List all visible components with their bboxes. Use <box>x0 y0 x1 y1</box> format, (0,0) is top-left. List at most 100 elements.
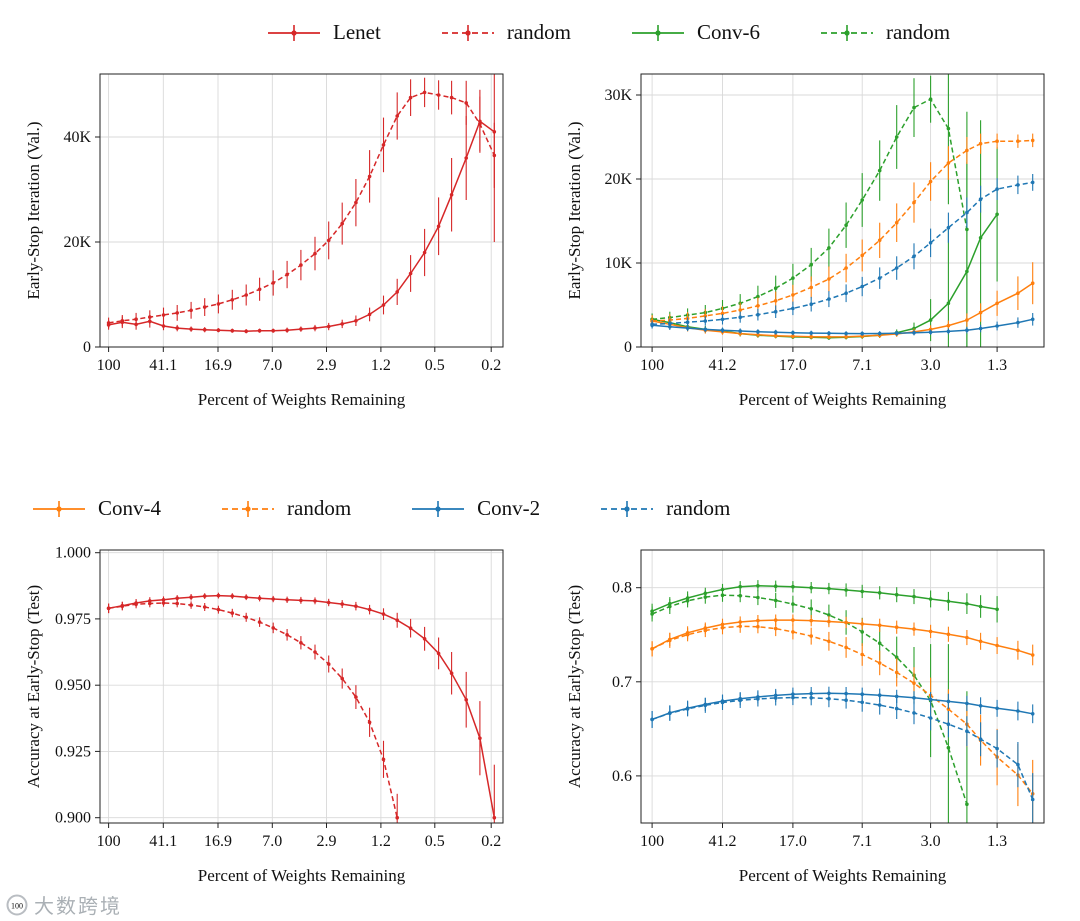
data-point <box>738 584 742 589</box>
data-point <box>809 585 813 590</box>
series-line <box>651 625 1034 795</box>
data-point <box>965 318 969 322</box>
series-conv2-random <box>650 690 1035 823</box>
legend-item-conv4-random: random <box>219 496 351 521</box>
data-point <box>685 599 690 603</box>
chart-svg: 100 41.2 17.0 7.1 3.0 1.3 0.6 0.7 0.8 Percent of … <box>565 549 1045 885</box>
data-point <box>685 320 690 325</box>
x-axis-label: Percent of Weights Remaining <box>198 866 406 885</box>
data-point <box>844 331 848 336</box>
data-point <box>148 315 152 319</box>
x-tick-label: 7.0 <box>262 357 282 374</box>
data-point <box>877 623 882 628</box>
data-point <box>827 613 831 617</box>
data-point <box>134 317 138 321</box>
data-point <box>978 236 983 240</box>
data-point <box>965 802 969 806</box>
data-point <box>1030 317 1035 322</box>
x-tick-label: 7.0 <box>262 833 282 850</box>
legend-row-bottom: Conv-4 random Conv-2 random <box>30 496 730 521</box>
data-point <box>894 592 899 597</box>
data-point <box>928 179 933 184</box>
data-point <box>756 624 760 629</box>
data-point <box>367 720 372 725</box>
data-point <box>326 324 331 329</box>
data-point <box>894 135 899 139</box>
data-point <box>1016 709 1020 713</box>
x-tick-label: 0.2 <box>481 357 501 374</box>
data-point <box>860 589 864 594</box>
data-point <box>202 305 207 309</box>
data-point <box>946 599 951 604</box>
data-point <box>978 197 983 201</box>
chart-svg: 100 41.2 17.0 7.1 3.0 1.3 0 10K 20K 30K Percent of… <box>565 73 1045 409</box>
data-point <box>313 650 317 654</box>
legend-item-conv2: Conv-2 <box>409 496 540 521</box>
data-point <box>965 601 969 606</box>
data-point <box>928 97 933 101</box>
data-point <box>978 704 983 708</box>
data-point <box>965 227 969 232</box>
data-point <box>244 595 248 599</box>
data-point <box>860 198 864 202</box>
data-point <box>257 596 262 600</box>
data-point <box>827 246 831 250</box>
data-point <box>464 101 469 105</box>
data-point <box>381 303 386 307</box>
data-point <box>299 327 303 331</box>
data-point <box>161 313 166 317</box>
x-tick-label: 100 <box>97 833 121 850</box>
data-point <box>978 604 983 609</box>
y-tick-label: 0.7 <box>612 674 632 691</box>
series-lenet-random <box>106 599 400 823</box>
y-tick-label: 10K <box>604 255 632 272</box>
series-lenet-random <box>106 77 497 329</box>
data-point <box>1030 281 1035 285</box>
data-point <box>299 263 303 267</box>
data-point <box>995 212 999 217</box>
series-line <box>651 696 1034 800</box>
data-point <box>978 326 983 331</box>
data-point <box>791 584 795 589</box>
data-point <box>189 327 193 331</box>
legend-item-conv6: Conv-6 <box>629 20 760 45</box>
x-tick-label: 17.0 <box>779 357 807 374</box>
data-point <box>978 310 983 315</box>
data-point <box>449 193 454 197</box>
x-tick-label: 16.9 <box>204 833 232 850</box>
x-tick-label: 41.1 <box>149 833 177 850</box>
y-tick-label: 30K <box>604 87 632 104</box>
data-point <box>175 601 179 606</box>
data-point <box>791 618 795 622</box>
series-line <box>108 91 495 324</box>
legend-label-conv6: Conv-6 <box>696 20 760 44</box>
data-point <box>449 95 454 100</box>
x-tick-label: 0.5 <box>425 357 445 374</box>
y-tick-label: 40K <box>63 129 91 146</box>
data-point <box>965 328 969 333</box>
x-axis-label: Percent of Weights Remaining <box>739 866 947 885</box>
data-point <box>877 591 882 595</box>
data-point <box>1030 138 1035 143</box>
data-point <box>809 302 813 306</box>
data-point <box>244 329 248 334</box>
data-point <box>827 335 831 339</box>
plot-frame <box>99 549 504 824</box>
data-point <box>860 284 864 289</box>
data-point <box>844 588 848 592</box>
data-point <box>271 597 275 601</box>
x-tick-label: 17.0 <box>779 833 807 850</box>
data-point <box>650 612 654 616</box>
y-axis-label: Early-Stop Iteration (Val.) <box>565 122 584 300</box>
data-point <box>738 593 742 598</box>
data-point <box>738 624 742 629</box>
data-point <box>161 601 166 605</box>
series-conv6 <box>650 120 999 347</box>
data-point <box>912 594 916 599</box>
data-point <box>720 328 725 333</box>
data-point <box>313 599 317 603</box>
y-tick-label: 20K <box>604 171 632 188</box>
x-tick-label: 1.3 <box>987 833 1007 850</box>
legend-item-lenet: Lenet <box>265 20 381 45</box>
legend-label-conv2-random: random <box>666 496 731 520</box>
